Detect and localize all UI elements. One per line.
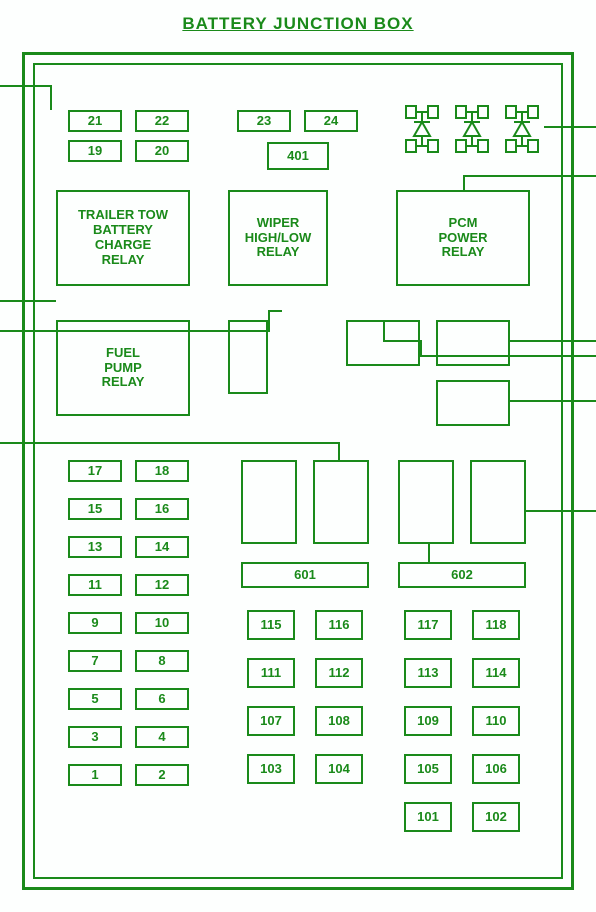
leader-right-2v xyxy=(463,175,545,177)
leader-right-4h xyxy=(383,340,421,342)
fuse-111: 111 xyxy=(247,658,295,688)
fuse-15: 15 xyxy=(68,498,122,520)
unlabeled-box-3 xyxy=(436,320,510,366)
fuse-110: 110 xyxy=(472,706,520,736)
leader-left-4v xyxy=(338,442,340,460)
leader-left-2 xyxy=(0,300,56,302)
fuse-10: 10 xyxy=(135,612,189,634)
fuse-3: 3 xyxy=(68,726,122,748)
leader-left-4 xyxy=(0,442,340,444)
fuse-112: 112 xyxy=(315,658,363,688)
leader-right-5 xyxy=(510,400,596,402)
pcm-relay-label: PCM POWER RELAY xyxy=(396,190,530,286)
leader-right-4v xyxy=(420,340,422,355)
cartridge-4 xyxy=(470,460,526,544)
fuse-23: 23 xyxy=(237,110,291,132)
fuse-13: 13 xyxy=(68,536,122,558)
fuse-4: 4 xyxy=(135,726,189,748)
leader-right-6 xyxy=(526,510,596,512)
leader-left-3 xyxy=(0,330,270,332)
fuse-116: 116 xyxy=(315,610,363,640)
fuse-104: 104 xyxy=(315,754,363,784)
fuse-118: 118 xyxy=(472,610,520,640)
leader-left-1 xyxy=(0,85,52,87)
fuse-107: 107 xyxy=(247,706,295,736)
fuse-12: 12 xyxy=(135,574,189,596)
leader-right-4v2 xyxy=(383,320,385,340)
fuse-5: 5 xyxy=(68,688,122,710)
fuse-17: 17 xyxy=(68,460,122,482)
leader-right-7b xyxy=(428,544,430,550)
fuse-101: 101 xyxy=(404,802,452,832)
trailer-tow-relay-label: TRAILER TOW BATTERY CHARGE RELAY xyxy=(56,190,190,286)
leader-right-4 xyxy=(420,355,596,357)
fuse-115: 115 xyxy=(247,610,295,640)
diode-3 xyxy=(500,100,544,158)
wiper-relay-label: WIPER HIGH/LOW RELAY xyxy=(228,190,328,286)
fuse-114: 114 xyxy=(472,658,520,688)
fuse-113: 113 xyxy=(404,658,452,688)
fuse-601: 601 xyxy=(241,562,369,588)
cartridge-3 xyxy=(398,460,454,544)
diagram-title: BATTERY JUNCTION BOX xyxy=(0,14,596,34)
fuse-103: 103 xyxy=(247,754,295,784)
fuse-6: 6 xyxy=(135,688,189,710)
fuse-14: 14 xyxy=(135,536,189,558)
fuel-pump-relay-label: FUEL PUMP RELAY xyxy=(56,320,190,416)
leader-left-3v xyxy=(268,310,270,330)
fuse-11: 11 xyxy=(68,574,122,596)
fuse-1: 1 xyxy=(68,764,122,786)
fuse-2: 2 xyxy=(135,764,189,786)
leader-right-3 xyxy=(510,340,596,342)
leader-left-1v xyxy=(50,85,52,110)
cartridge-2 xyxy=(313,460,369,544)
unlabeled-box-4 xyxy=(436,380,510,426)
fuse-22: 22 xyxy=(135,110,189,132)
leader-left-3h2 xyxy=(268,310,282,312)
fuse-19: 19 xyxy=(68,140,122,162)
fuse-109: 109 xyxy=(404,706,452,736)
fuse-602: 602 xyxy=(398,562,526,588)
fuse-105: 105 xyxy=(404,754,452,784)
leader-right-2 xyxy=(544,175,596,177)
fuse-24: 24 xyxy=(304,110,358,132)
fuse-7: 7 xyxy=(68,650,122,672)
fuse-21: 21 xyxy=(68,110,122,132)
fuse-16: 16 xyxy=(135,498,189,520)
fuse-102: 102 xyxy=(472,802,520,832)
fuse-401: 401 xyxy=(267,142,329,170)
fuse-18: 18 xyxy=(135,460,189,482)
fuse-20: 20 xyxy=(135,140,189,162)
diode-2 xyxy=(450,100,494,158)
fuse-106: 106 xyxy=(472,754,520,784)
diode-1 xyxy=(400,100,444,158)
fuse-8: 8 xyxy=(135,650,189,672)
leader-right-2v2 xyxy=(463,175,465,190)
leader-right-7 xyxy=(428,550,430,562)
fuse-108: 108 xyxy=(315,706,363,736)
fuse-9: 9 xyxy=(68,612,122,634)
cartridge-1 xyxy=(241,460,297,544)
leader-right-1 xyxy=(544,126,596,128)
fuse-117: 117 xyxy=(404,610,452,640)
